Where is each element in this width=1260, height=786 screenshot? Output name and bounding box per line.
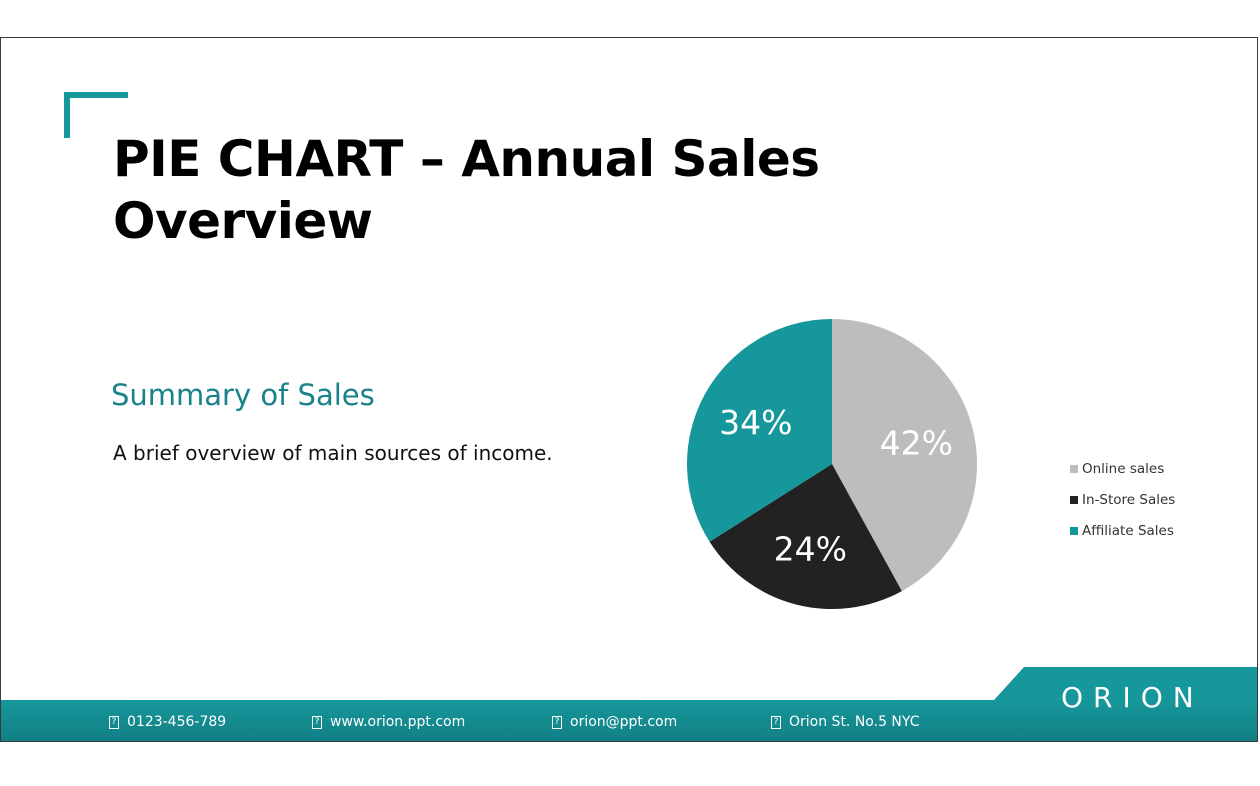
pie-slice-in-store-sales	[709, 464, 902, 609]
legend-label: Affiliate Sales	[1082, 523, 1174, 539]
email-icon: ?	[552, 715, 562, 729]
legend-label: In-Store Sales	[1082, 492, 1175, 508]
contact-email[interactable]: ? orion@ppt.com	[552, 712, 677, 732]
globe-icon: ?	[312, 715, 322, 729]
pie-slice-label: 24%	[774, 529, 847, 568]
contact-address-text: Orion St. No.5 NYC	[789, 714, 920, 730]
legend-swatch	[1070, 465, 1078, 473]
pie-slice-affiliate-sales	[687, 319, 832, 542]
contact-address: ? Orion St. No.5 NYC	[771, 712, 919, 732]
pie-slice-label: 42%	[880, 423, 953, 462]
brand-logo: ORION	[1061, 681, 1204, 714]
contact-phone: ? 0123-456-789	[109, 712, 226, 732]
contact-website-text[interactable]: www.orion.ppt.com	[330, 714, 466, 730]
location-icon: ?	[771, 715, 781, 729]
pie-slice-online-sales	[832, 319, 977, 592]
legend-swatch	[1070, 527, 1078, 535]
summary-heading: Summary of Sales	[111, 378, 375, 412]
phone-icon: ?	[109, 715, 119, 729]
brand-tab	[994, 667, 1257, 700]
contact-email-text[interactable]: orion@ppt.com	[570, 714, 678, 730]
footer-bar	[1, 700, 1257, 741]
corner-accent	[64, 92, 128, 138]
summary-description: A brief overview of main sources of inco…	[113, 441, 553, 465]
page-title: PIE CHART – Annual Sales Overview	[113, 130, 820, 250]
legend-swatch	[1070, 496, 1078, 504]
pie-slice-label: 34%	[719, 403, 792, 442]
contact-website[interactable]: ? www.orion.ppt.com	[312, 712, 465, 732]
legend-label: Online sales	[1082, 461, 1164, 477]
slide: PIE CHART – Annual Sales Overview Summar…	[0, 37, 1258, 742]
contact-phone-text: 0123-456-789	[127, 714, 227, 730]
